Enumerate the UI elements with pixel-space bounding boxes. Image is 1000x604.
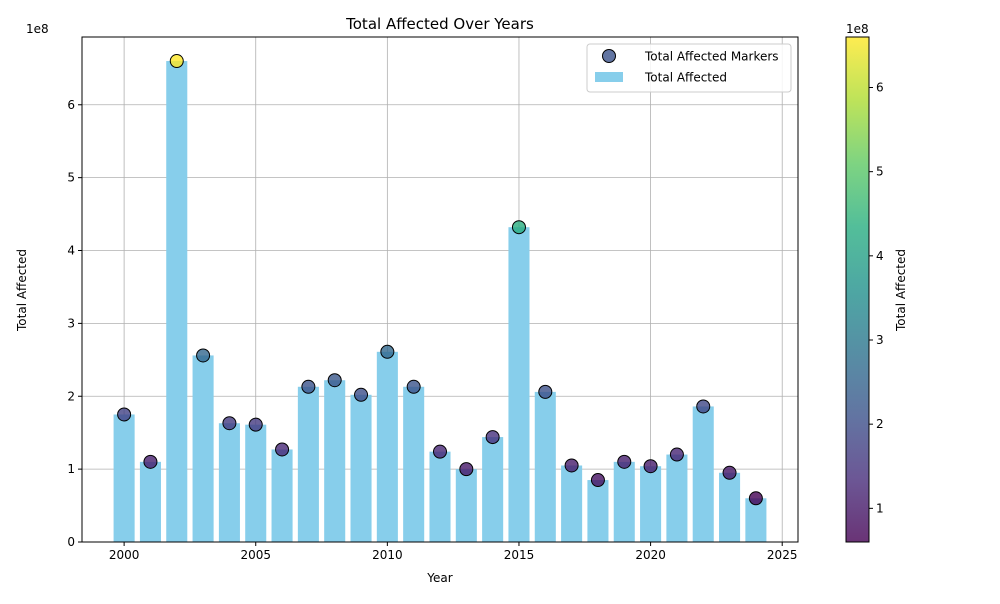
legend-frame xyxy=(586,43,792,93)
x-tick-label: 2000 xyxy=(109,548,140,562)
x-tick-label: 2015 xyxy=(504,548,535,562)
data-point-marker xyxy=(485,430,500,445)
x-tick-label: 2010 xyxy=(372,548,403,562)
colorbar-offset-text: 1e8 xyxy=(846,22,869,36)
data-point-marker xyxy=(248,417,263,432)
colorbar: 1 2 3 4 5 6 1e8 Total Affected xyxy=(845,22,908,543)
colorbar-tick-label: 4 xyxy=(876,249,884,263)
data-point-marker xyxy=(380,344,395,359)
bar xyxy=(113,414,135,542)
bar xyxy=(561,465,583,542)
x-tick-label: 2020 xyxy=(635,548,666,562)
colorbar-label: Total Affected xyxy=(894,249,908,332)
y-axis-label: Total Affected xyxy=(15,249,29,332)
bar xyxy=(587,480,609,542)
data-point-marker xyxy=(169,54,184,69)
x-axis-label: Year xyxy=(426,571,452,585)
data-point-marker xyxy=(748,491,763,506)
bar xyxy=(719,472,741,542)
data-point-marker xyxy=(327,373,342,388)
colorbar-frame xyxy=(845,36,870,543)
chart-title: Total Affected Over Years xyxy=(345,15,534,33)
x-tick-label: 2025 xyxy=(767,548,798,562)
bar xyxy=(324,380,346,542)
y-tick-label: 5 xyxy=(67,171,75,185)
colorbar-tick-label: 5 xyxy=(876,165,884,179)
y-tick-label: 6 xyxy=(67,98,75,112)
bar xyxy=(482,437,504,542)
data-point-marker xyxy=(538,384,553,399)
bar xyxy=(508,227,530,542)
data-point-marker xyxy=(590,473,605,488)
legend: Total Affected Markers Total Affected xyxy=(586,43,792,93)
bar xyxy=(745,498,767,542)
data-point-marker xyxy=(117,407,132,422)
y-tick-label: 1 xyxy=(67,462,75,476)
x-axis-ticks: 2000 2005 2010 2015 2020 2025 xyxy=(109,542,798,562)
bar xyxy=(640,466,662,542)
data-point-marker xyxy=(222,416,237,431)
bar xyxy=(139,461,161,542)
legend-label-markers: Total Affected Markers xyxy=(644,50,779,64)
data-point-marker xyxy=(406,379,421,394)
data-point-marker xyxy=(564,458,579,473)
y-tick-label: 2 xyxy=(67,389,75,403)
bar xyxy=(297,386,319,542)
bar xyxy=(692,406,714,542)
data-point-marker xyxy=(433,444,447,459)
data-point-marker xyxy=(354,387,369,402)
plot-frame xyxy=(81,36,799,543)
y-axis-ticks: 0 1 2 3 4 5 6 xyxy=(67,98,82,549)
data-point-marker xyxy=(301,379,316,394)
bar xyxy=(429,451,451,542)
legend-label-bars: Total Affected xyxy=(644,71,727,85)
bar xyxy=(455,469,477,542)
bar xyxy=(218,423,240,542)
bars xyxy=(113,61,767,543)
y-tick-label: 4 xyxy=(67,244,75,258)
bar xyxy=(350,394,372,542)
bar xyxy=(166,61,188,543)
data-point-marker xyxy=(669,447,684,462)
colorbar-tick-label: 6 xyxy=(876,81,884,95)
bar xyxy=(271,449,293,542)
data-point-marker xyxy=(617,454,632,469)
colorbar-gradient xyxy=(846,37,869,542)
colorbar-tick-label: 3 xyxy=(876,333,884,347)
markers xyxy=(117,54,763,506)
data-point-marker xyxy=(196,348,211,363)
bar xyxy=(245,424,267,542)
data-point-marker xyxy=(459,462,474,477)
bar xyxy=(376,351,398,542)
bar xyxy=(666,454,688,542)
legend-marker-swatch xyxy=(602,49,616,63)
colorbar-tick-label: 2 xyxy=(876,417,884,431)
legend-bar-swatch xyxy=(595,72,623,82)
data-point-marker xyxy=(275,442,290,457)
colorbar-ticks: 1 2 3 4 5 6 xyxy=(869,81,884,515)
bar xyxy=(192,355,214,542)
data-point-marker xyxy=(511,220,526,235)
bar xyxy=(403,386,425,542)
data-point-marker xyxy=(143,454,158,469)
bar xyxy=(534,391,556,542)
data-point-marker xyxy=(643,459,658,474)
y-tick-label: 0 xyxy=(67,535,75,549)
y-axis-offset-text: 1e8 xyxy=(26,22,49,36)
colorbar-tick-label: 1 xyxy=(876,501,884,515)
data-point-marker xyxy=(696,399,711,414)
x-tick-label: 2005 xyxy=(240,548,271,562)
bar xyxy=(613,461,635,542)
y-tick-label: 3 xyxy=(67,316,75,330)
data-point-marker xyxy=(722,465,737,480)
